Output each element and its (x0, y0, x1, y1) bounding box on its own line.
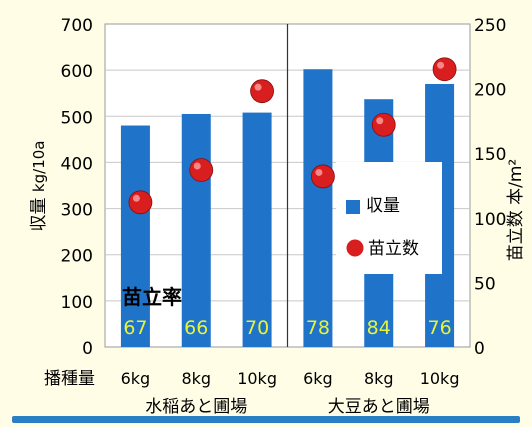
x-group-label: 水稲あと圃場 (145, 397, 247, 417)
point-seedling (311, 164, 335, 189)
x-tick-label: 10kg (420, 369, 460, 388)
bar-yield (242, 112, 272, 347)
point-highlight (437, 61, 445, 69)
point-seedling (432, 57, 457, 82)
y-left-tick-label: 0 (82, 339, 93, 359)
x-tick-label: 6kg (303, 369, 333, 388)
bar-yield (303, 69, 333, 347)
y-right-axis-label-unit: 本/m² (506, 159, 526, 205)
annotation-value: 84 (367, 317, 391, 339)
x-axis-prefix: 播種量 (44, 369, 95, 389)
y-left-tick-label: 300 (61, 201, 93, 221)
y-right-tick-label: 250 (474, 16, 506, 36)
y-right-axis-label-main: 苗立数 (506, 205, 526, 261)
x-group-label: 大豆あと圃場 (328, 397, 430, 417)
y-right-tick-label: 150 (474, 145, 506, 165)
x-tick-label: 10kg (237, 369, 277, 388)
legend-label-seedling: 苗立数 (368, 239, 419, 259)
legend-swatch-yield (346, 200, 360, 214)
y-right-tick-label: 50 (474, 274, 496, 294)
point-highlight (193, 162, 201, 170)
y-right-tick-label: 100 (474, 210, 506, 230)
y-left-axis-label-unit: kg/10a (30, 141, 48, 193)
y-left-tick-label: 200 (61, 247, 93, 267)
x-tick-label: 8kg (364, 369, 394, 388)
y-right-tick-label: 200 (474, 81, 506, 101)
annotation-value: 76 (427, 317, 451, 339)
legend-swatch-seedling (346, 239, 364, 257)
point-highlight (254, 83, 262, 91)
y-left-tick-label: 100 (61, 293, 93, 313)
point-seedling (128, 190, 153, 215)
y-left-axis-label: 収量 kg/10a (29, 141, 49, 232)
annotation-value: 66 (184, 317, 208, 339)
annotation-value: 70 (245, 317, 269, 339)
point-seedling (371, 112, 396, 137)
point-highlight (315, 168, 323, 176)
y-left-axis-label-main: 収量 (29, 192, 49, 231)
y-left-tick-label: 700 (61, 16, 93, 36)
x-tick-label: 8kg (181, 369, 211, 388)
bottom-band (12, 416, 520, 423)
bar-yield (120, 125, 150, 347)
annotation-value: 67 (123, 317, 147, 339)
x-tick-label: 6kg (121, 369, 151, 388)
y-right-axis-label: 苗立数 本/m² (506, 159, 526, 262)
annotation-title: 苗立率 (122, 285, 182, 309)
y-right-tick-label: 0 (474, 339, 485, 359)
annotation-value: 78 (306, 317, 330, 339)
bar-yield (181, 113, 211, 347)
point-highlight (376, 117, 384, 125)
legend-label-yield: 収量 (366, 196, 400, 216)
point-seedling (189, 158, 214, 182)
point-highlight (132, 194, 140, 202)
y-left-tick-label: 500 (61, 108, 93, 128)
point-seedling (250, 79, 274, 104)
y-left-tick-label: 400 (61, 154, 93, 174)
y-left-tick-label: 600 (61, 62, 93, 82)
